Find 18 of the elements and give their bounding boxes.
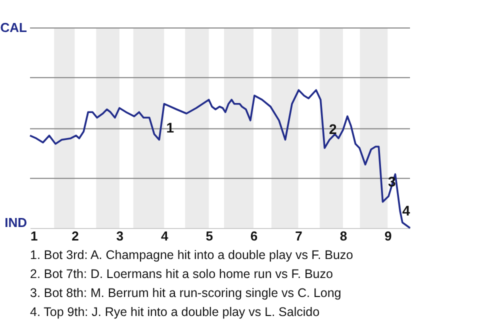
annotation: 4 (402, 202, 410, 218)
x-tick-label: 4 (161, 228, 169, 244)
x-tick-label: 8 (340, 228, 348, 244)
x-tick-label: 2 (72, 228, 79, 244)
x-tick-label: 3 (116, 228, 124, 244)
text: 2. Bot 7th: D. Loermans hit a solo home run vs F. Buzo (30, 267, 333, 281)
text: 4. Top 9th: J. Rye hit into a double play vs L. Salcido (30, 305, 320, 319)
text: CAL (0, 20, 28, 35)
x-tick-label: 7 (295, 228, 302, 244)
text: 3. Bot 8th: M. Berrum hit a run-scoring single vs C. Long (30, 286, 342, 300)
text: 1. Bot 3rd: A. Champagne hit into a double play vs F. Buzo (30, 248, 354, 262)
x-tick-label: 5 (206, 228, 213, 244)
x-tick-label: 9 (384, 228, 392, 244)
text: IND (4, 215, 27, 230)
annotation: 1 (166, 120, 174, 136)
x-tick-label: 1 (30, 228, 38, 244)
x-tick-label: 6 (250, 228, 258, 244)
annotation: 2 (328, 121, 337, 138)
